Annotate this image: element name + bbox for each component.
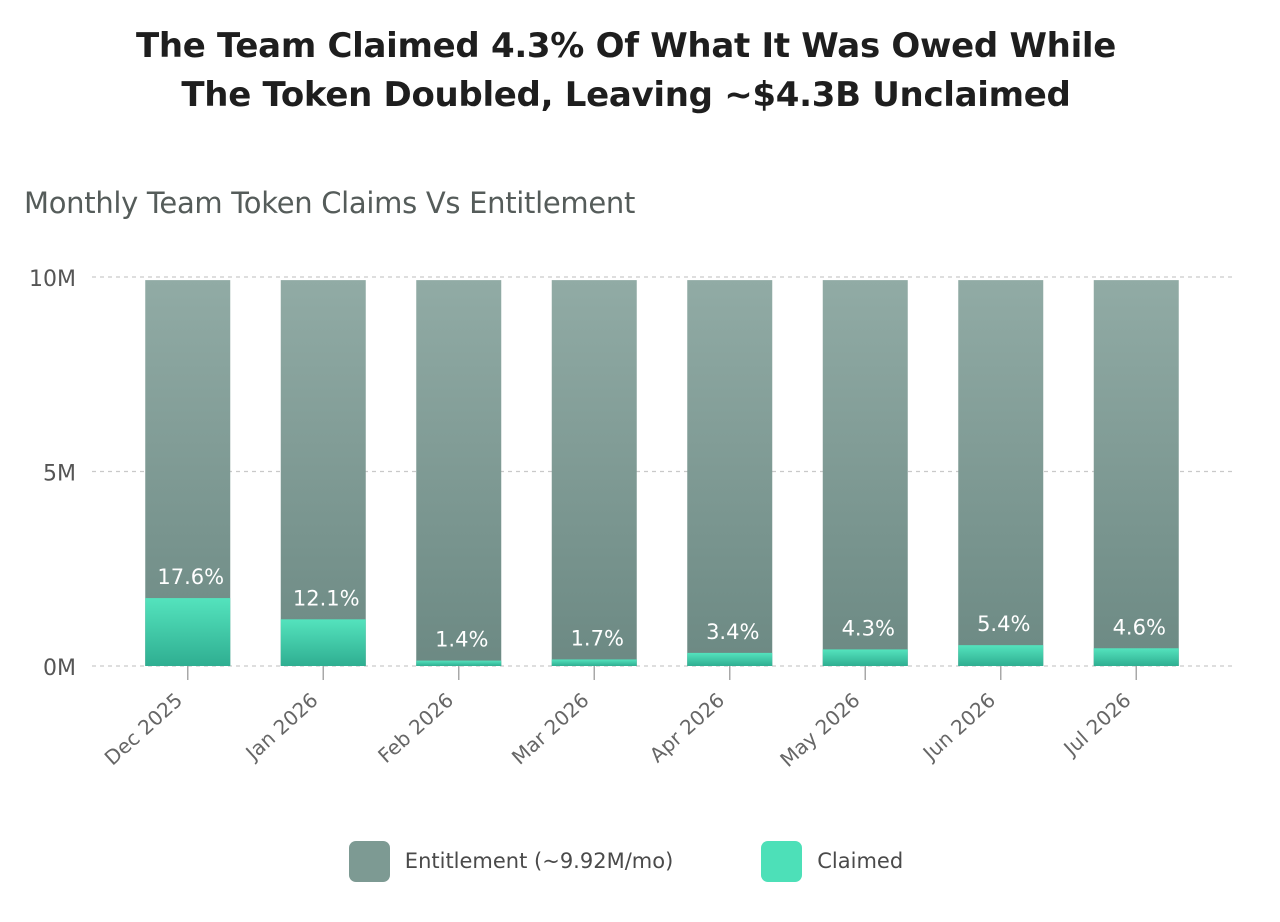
x-tick-label: Jun 2026 xyxy=(917,688,1000,766)
bar-claimed xyxy=(145,598,231,666)
x-tick-label: Jul 2026 xyxy=(1058,688,1136,762)
bar-entitlement xyxy=(687,280,773,666)
bar-data-label: 12.1% xyxy=(293,586,360,610)
y-axis-ticks: 0M 5M 10M xyxy=(29,267,76,681)
bar-data-label: 4.3% xyxy=(842,616,895,640)
legend-label-claimed: Claimed xyxy=(817,849,904,873)
chart-title: Monthly Team Token Claims Vs Entitlement xyxy=(24,186,636,220)
legend-swatch-claimed xyxy=(761,840,803,882)
x-tick-label: Feb 2026 xyxy=(373,688,458,768)
chart-headline: The Team Claimed 4.3% Of What It Was Owe… xyxy=(0,22,1252,120)
bar-claimed xyxy=(280,619,366,666)
bar-data-label: 17.6% xyxy=(157,565,224,589)
bar-claimed xyxy=(416,660,502,666)
bar-claimed xyxy=(1093,648,1179,666)
y-tick-label: 10M xyxy=(29,267,76,292)
bar-entitlement xyxy=(1093,280,1179,666)
bar-data-label: 5.4% xyxy=(977,612,1030,636)
bar-entitlement xyxy=(280,280,366,666)
bar-claimed xyxy=(958,645,1044,666)
headline-line-2: The Token Doubled, Leaving ~$4.3B Unclai… xyxy=(181,75,1071,115)
bar-entitlement xyxy=(551,280,637,666)
headline-line-1: The Team Claimed 4.3% Of What It Was Owe… xyxy=(135,26,1117,66)
gridlines xyxy=(92,276,1234,667)
x-tick-label: May 2026 xyxy=(775,688,864,772)
legend-swatch-entitlement xyxy=(348,840,390,882)
x-axis-ticks: Dec 2025 Jan 2026 Feb 2026 Mar 2026 Apr 2026… xyxy=(100,666,1137,772)
x-tick-label: Dec 2025 xyxy=(100,688,187,770)
bar-data-label: 1.7% xyxy=(571,626,624,650)
bar-claimed xyxy=(687,652,773,666)
legend-item-claimed[interactable]: Claimed xyxy=(761,840,904,882)
bar-data-label: 1.4% xyxy=(435,628,488,652)
legend-label-entitlement: Entitlement (~9.92M/mo) xyxy=(404,849,674,873)
y-tick-label: 5M xyxy=(43,462,76,487)
bar-data-label: 4.6% xyxy=(1113,615,1166,639)
x-tick-label: Mar 2026 xyxy=(507,688,594,769)
y-tick-label: 0M xyxy=(43,656,76,681)
bar-entitlement xyxy=(822,280,908,666)
legend-item-entitlement[interactable]: Entitlement (~9.92M/mo) xyxy=(348,840,674,882)
legend: Entitlement (~9.92M/mo) Claimed xyxy=(0,838,1252,884)
x-tick-label: Jan 2026 xyxy=(240,688,323,766)
bar-entitlement xyxy=(958,280,1044,666)
bar-entitlement xyxy=(416,280,502,666)
bar-claimed xyxy=(551,659,637,666)
data-labels: 17.6% 12.1% 1.4% 1.7% 3.4% 4.3% 5.4% 4.6% xyxy=(157,565,1166,652)
bars xyxy=(145,280,1179,666)
bar-claimed xyxy=(822,649,908,666)
bar-data-label: 3.4% xyxy=(706,620,759,644)
x-tick-label: Apr 2026 xyxy=(645,688,729,767)
